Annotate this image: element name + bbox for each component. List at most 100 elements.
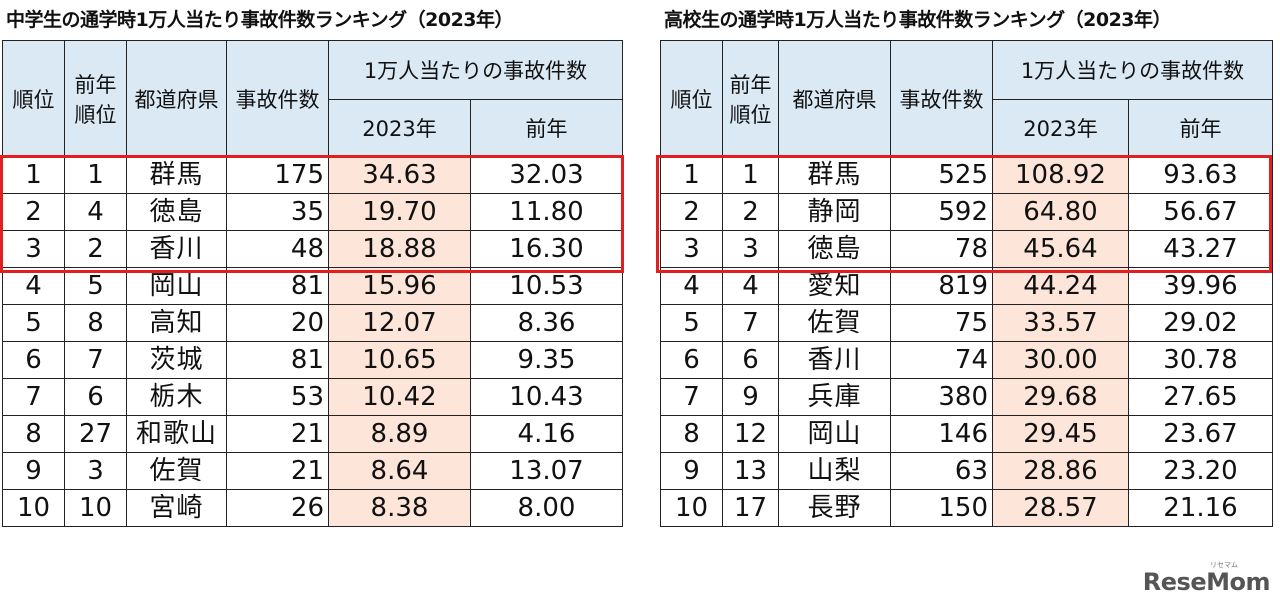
cell-rate-2023: 30.00: [992, 341, 1129, 379]
header-rate-prev: 前年: [1128, 99, 1273, 157]
cell-accidents: 592: [890, 193, 993, 231]
cell-accidents: 175: [226, 156, 329, 194]
table-body: 1 1 群馬 525 108.92 93.63 2 2 静岡 592 64.80 56.67 3 3 徳島 7…: [660, 156, 1273, 527]
cell-prev-rank: 6: [64, 378, 127, 416]
cell-rank: 1: [660, 156, 723, 194]
cell-accidents: 380: [890, 378, 993, 416]
cell-rank: 2: [2, 193, 65, 231]
cell-rank: 8: [660, 415, 723, 453]
header-rate-prev: 前年: [470, 99, 623, 157]
cell-rate-prev: 21.16: [1128, 489, 1273, 527]
cell-rate-2023: 8.89: [328, 415, 471, 453]
cell-accidents: 146: [890, 415, 993, 453]
cell-rank: 3: [2, 230, 65, 268]
cell-prev-rank: 27: [64, 415, 127, 453]
table-row: 8 27 和歌山 21 8.89 4.16: [2, 415, 623, 453]
resemom-logo: ReseMom: [1142, 568, 1271, 596]
cell-rank: 7: [2, 378, 65, 416]
header-rank: 順位: [2, 40, 65, 157]
table-row: 7 6 栃木 53 10.42 10.43: [2, 378, 623, 416]
cell-rate-prev: 32.03: [470, 156, 623, 194]
cell-prev-rank: 1: [64, 156, 127, 194]
cell-rank: 10: [660, 489, 723, 527]
cell-prev-rank: 4: [64, 193, 127, 231]
cell-rank: 2: [660, 193, 723, 231]
cell-rank: 3: [660, 230, 723, 268]
cell-rate-2023: 64.80: [992, 193, 1129, 231]
cell-prev-rank: 12: [722, 415, 779, 453]
header-prev-rank: 前年順位: [64, 40, 127, 157]
header-rate-group: 1万人当たりの事故件数: [992, 40, 1273, 100]
table-row: 3 3 徳島 78 45.64 43.27: [660, 230, 1273, 268]
cell-rate-2023: 15.96: [328, 267, 471, 305]
cell-rank: 9: [660, 452, 723, 490]
ranking-table: 順位 前年順位 都道府県 事故件数 1万人当たりの事故件数 2023年 前年 1…: [660, 40, 1273, 527]
table-row: 9 3 佐賀 21 8.64 13.07: [2, 452, 623, 490]
table-row: 5 7 佐賀 75 33.57 29.02: [660, 304, 1273, 342]
panel-title: 中学生の通学時1万人当たり事故件数ランキング（2023年）: [6, 9, 514, 31]
cell-rate-2023: 45.64: [992, 230, 1129, 268]
cell-prefecture: 宮崎: [126, 489, 227, 527]
cell-prev-rank: 7: [64, 341, 127, 379]
cell-prefecture: 群馬: [778, 156, 891, 194]
table-row: 2 4 徳島 35 19.70 11.80: [2, 193, 623, 231]
cell-prev-rank: 10: [64, 489, 127, 527]
cell-rate-2023: 108.92: [992, 156, 1129, 194]
cell-prefecture: 香川: [778, 341, 891, 379]
table-row: 8 12 岡山 146 29.45 23.67: [660, 415, 1273, 453]
table-row: 7 9 兵庫 380 29.68 27.65: [660, 378, 1273, 416]
cell-prefecture: 高知: [126, 304, 227, 342]
cell-accidents: 21: [226, 415, 329, 453]
cell-accidents: 48: [226, 230, 329, 268]
cell-prefecture: 和歌山: [126, 415, 227, 453]
cell-rate-prev: 30.78: [1128, 341, 1273, 379]
cell-prefecture: 兵庫: [778, 378, 891, 416]
ranking-table: 順位 前年順位 都道府県 事故件数 1万人当たりの事故件数 2023年 前年 1…: [2, 40, 623, 527]
cell-prev-rank: 9: [722, 378, 779, 416]
cell-rate-prev: 13.07: [470, 452, 623, 490]
cell-prefecture: 岡山: [778, 415, 891, 453]
header-rate-group: 1万人当たりの事故件数: [328, 40, 623, 100]
cell-rate-prev: 8.00: [470, 489, 623, 527]
cell-accidents: 35: [226, 193, 329, 231]
cell-accidents: 525: [890, 156, 993, 194]
cell-rate-prev: 10.43: [470, 378, 623, 416]
cell-prefecture: 香川: [126, 230, 227, 268]
cell-rank: 1: [2, 156, 65, 194]
table-row: 6 6 香川 74 30.00 30.78: [660, 341, 1273, 379]
cell-prev-rank: 13: [722, 452, 779, 490]
junior-high-panel: 中学生の通学時1万人当たり事故件数ランキング（2023年） 順位 前年順位 都道…: [0, 0, 624, 527]
table-row: 4 4 愛知 819 44.24 39.96: [660, 267, 1273, 305]
cell-prev-rank: 8: [64, 304, 127, 342]
cell-rate-prev: 23.67: [1128, 415, 1273, 453]
cell-prev-rank: 7: [722, 304, 779, 342]
cell-prefecture: 静岡: [778, 193, 891, 231]
table-row: 10 17 長野 150 28.57 21.16: [660, 489, 1273, 527]
table-row: 2 2 静岡 592 64.80 56.67: [660, 193, 1273, 231]
cell-prev-rank: 17: [722, 489, 779, 527]
cell-rate-prev: 4.16: [470, 415, 623, 453]
cell-prev-rank: 2: [64, 230, 127, 268]
header-prefecture: 都道府県: [778, 40, 891, 157]
header-accidents: 事故件数: [226, 40, 329, 157]
cell-rank: 10: [2, 489, 65, 527]
cell-rate-prev: 27.65: [1128, 378, 1273, 416]
cell-prefecture: 佐賀: [126, 452, 227, 490]
header-prefecture: 都道府県: [126, 40, 227, 157]
cell-rank: 9: [2, 452, 65, 490]
cell-rate-2023: 10.42: [328, 378, 471, 416]
cell-prev-rank: 3: [64, 452, 127, 490]
cell-rate-prev: 16.30: [470, 230, 623, 268]
cell-rate-2023: 18.88: [328, 230, 471, 268]
cell-prev-rank: 2: [722, 193, 779, 231]
panel-title: 高校生の通学時1万人当たり事故件数ランキング（2023年）: [664, 9, 1172, 31]
header-accidents: 事故件数: [890, 40, 993, 157]
cell-rate-2023: 34.63: [328, 156, 471, 194]
cell-accidents: 53: [226, 378, 329, 416]
cell-rank: 7: [660, 378, 723, 416]
cell-rate-prev: 9.35: [470, 341, 623, 379]
cell-rate-prev: 43.27: [1128, 230, 1273, 268]
cell-prefecture: 茨城: [126, 341, 227, 379]
cell-rate-2023: 29.45: [992, 415, 1129, 453]
cell-prefecture: 徳島: [778, 230, 891, 268]
